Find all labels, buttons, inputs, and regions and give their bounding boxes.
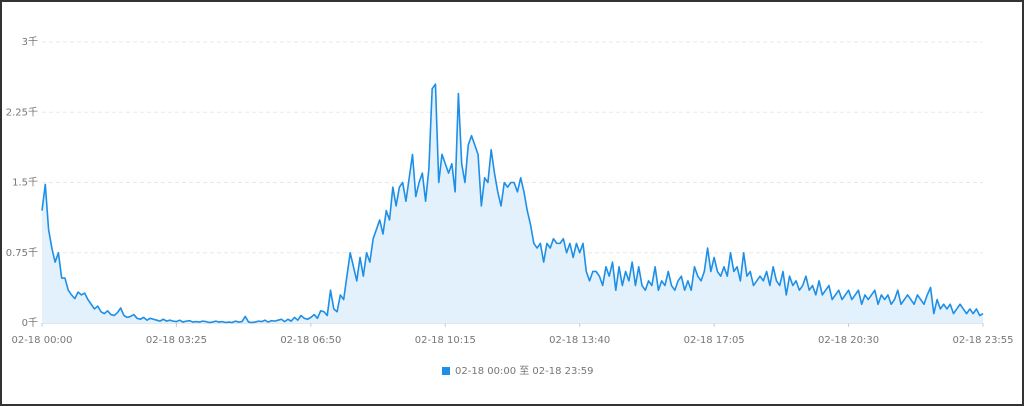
legend-label: 02-18 00:00 至 02-18 23:59 [455, 365, 593, 377]
y-tick-label: 3千 [22, 36, 38, 48]
x-tick-label: 02-18 13:40 [549, 335, 610, 346]
x-tick-label: 02-18 06:50 [280, 335, 341, 346]
x-tick-label: 02-18 00:00 [11, 335, 72, 346]
x-tick-label: 02-18 23:55 [952, 335, 1013, 346]
y-tick-label: 0千 [22, 317, 38, 329]
area [42, 84, 983, 324]
x-tick-label: 02-18 20:30 [818, 335, 879, 346]
x-tick-label: 02-18 03:25 [146, 335, 207, 346]
legend-swatch [442, 367, 450, 375]
x-tick-label: 02-18 17:05 [684, 335, 745, 346]
y-tick-label: 2.25千 [6, 106, 38, 118]
line [41, 83, 984, 324]
y-tick-label: 1.5千 [12, 177, 38, 189]
y-tick-label: 0.75千 [6, 247, 38, 259]
x-tick-label: 02-18 10:15 [415, 335, 476, 346]
